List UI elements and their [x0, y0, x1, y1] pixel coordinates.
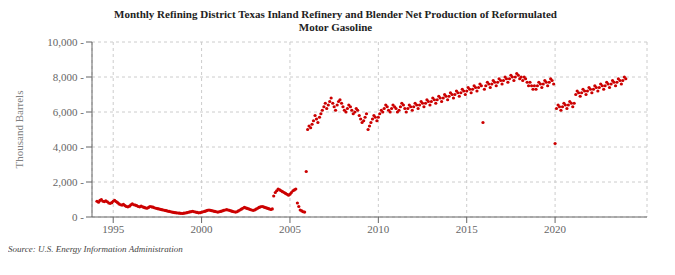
- svg-text:2,000 -: 2,000 -: [53, 176, 85, 188]
- svg-text:1995: 1995: [102, 223, 125, 235]
- svg-text:Thousand Barrels: Thousand Barrels: [13, 91, 25, 169]
- svg-text:2005: 2005: [279, 223, 302, 235]
- svg-text:0 -: 0 -: [72, 211, 84, 223]
- html-text:Monthly Refining District Texa: Monthly Refining District Texas Inland R…: [114, 8, 557, 20]
- svg-text:10,000 -: 10,000 -: [47, 36, 84, 48]
- html-text:Motor Gasoline: Motor Gasoline: [298, 21, 373, 33]
- svg-text:2000: 2000: [191, 223, 214, 235]
- svg-text:6,000 -: 6,000 -: [53, 106, 85, 118]
- svg-text:2015: 2015: [456, 223, 479, 235]
- html-text:Source: U.S. Energy Informatio: Source: U.S. Energy Information Administ…: [8, 244, 183, 254]
- svg-text:4,000 -: 4,000 -: [53, 141, 85, 153]
- svg-text:8,000 -: 8,000 -: [53, 71, 85, 83]
- svg-text:2020: 2020: [544, 223, 567, 235]
- svg-text:2010: 2010: [367, 223, 390, 235]
